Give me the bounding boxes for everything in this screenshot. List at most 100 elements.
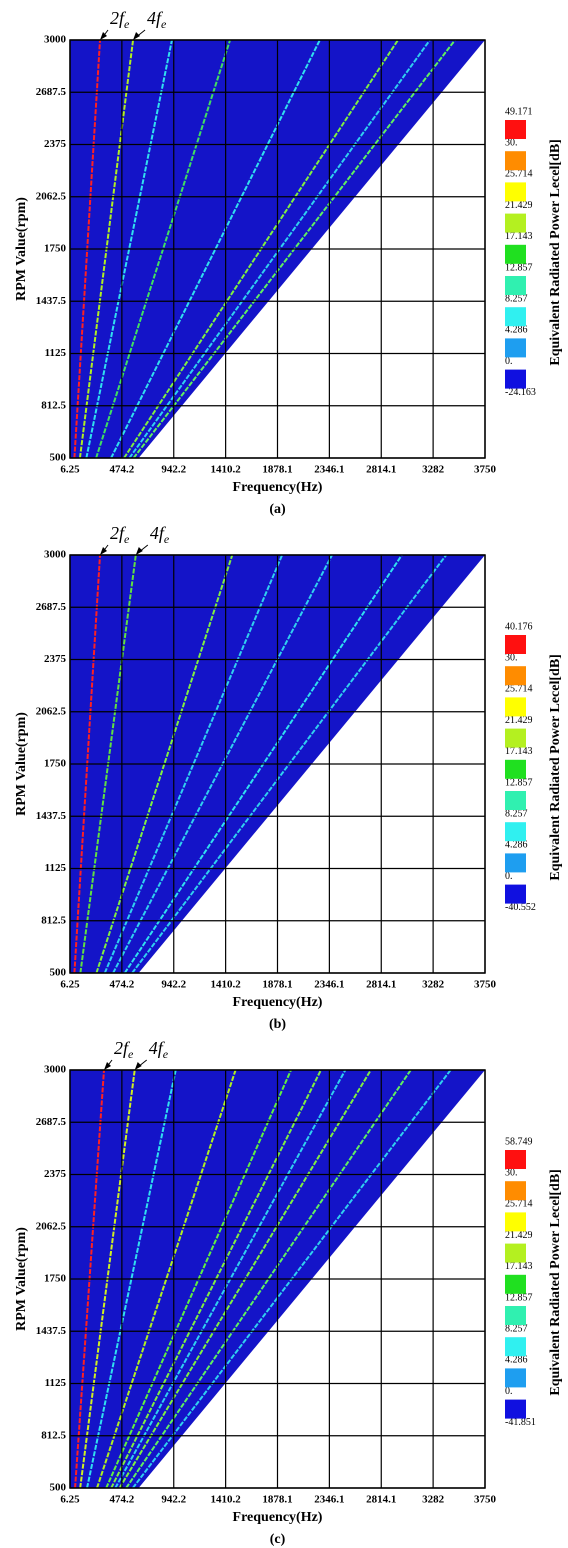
annotation: 2fe xyxy=(110,523,130,546)
y-tick-label: 3000 xyxy=(44,549,67,561)
annotation-text: 4f xyxy=(150,523,167,543)
x-tick-label: 3750 xyxy=(474,464,497,476)
y-tick-label: 2687.5 xyxy=(36,86,67,98)
color-swatch xyxy=(505,884,526,904)
x-tick-label: 3750 xyxy=(474,1494,497,1506)
x-tick-label: 1878.1 xyxy=(262,1494,292,1506)
colorbar-label: 12.857 xyxy=(505,262,533,273)
y-tick-label: 1437.5 xyxy=(36,810,67,822)
annotation-text: 4f xyxy=(147,8,164,28)
x-tick-label: 6.25 xyxy=(60,1494,80,1506)
panel: 6.25 474.2 942.2 1410.2 1878.1 2346.1 2814.1 32… xyxy=(14,8,563,517)
color-swatch xyxy=(505,244,526,264)
color-swatch xyxy=(505,1306,526,1325)
x-tick-label: 942.2 xyxy=(161,979,186,991)
color-swatch xyxy=(505,1274,526,1294)
y-tick-label: 2062.5 xyxy=(36,705,67,717)
colorbar-label: 30. xyxy=(505,1167,518,1178)
colorbar-label: 0. xyxy=(505,871,513,882)
y-tick-label: 3000 xyxy=(44,34,67,46)
y-tick-label: 2062.5 xyxy=(36,190,67,202)
annotation-subscript: e xyxy=(124,532,130,546)
order-line xyxy=(96,1069,237,1489)
y-tick-label: 2375 xyxy=(44,653,67,665)
caption: (a) xyxy=(269,502,286,517)
colorbar-label: -40.552 xyxy=(505,902,536,913)
color-swatch xyxy=(505,822,526,842)
arrow-head xyxy=(133,32,141,40)
y-tick-label: 2062.5 xyxy=(36,1220,67,1232)
annotation-subscript: e xyxy=(161,17,167,31)
colorbar-label: 8.257 xyxy=(505,808,528,819)
colorbar-label: 12.857 xyxy=(505,1292,533,1303)
colorbar-label: 21.429 xyxy=(505,200,533,211)
y-tick-label: 812.5 xyxy=(41,399,66,411)
color-swatch xyxy=(505,338,526,358)
color-swatch xyxy=(505,1243,526,1263)
y-tick-label: 1125 xyxy=(45,347,67,359)
color-swatch xyxy=(505,853,526,873)
plot-frame xyxy=(69,1069,486,1489)
x-tick-label: 942.2 xyxy=(161,1494,186,1506)
color-swatch xyxy=(505,276,526,295)
colorbar-label: 0. xyxy=(505,1386,513,1397)
arrow-head xyxy=(104,1062,112,1070)
x-tick-label: 2814.1 xyxy=(366,979,396,991)
x-tick-label: 2346.1 xyxy=(314,1494,344,1506)
color-swatch xyxy=(505,666,526,686)
colorbar-label: 25.714 xyxy=(505,684,533,695)
y-tick-label: 1750 xyxy=(44,1273,67,1285)
x-tick-label: 3750 xyxy=(474,979,497,991)
y-tick-label: 2375 xyxy=(44,1168,67,1180)
annotation-text: 2f xyxy=(114,1038,131,1058)
y-tick-label: 1750 xyxy=(44,243,67,255)
color-swatch xyxy=(505,1337,526,1357)
arrow-head xyxy=(100,547,108,555)
arrow-head xyxy=(135,547,143,555)
y-tick-label: 812.5 xyxy=(41,1429,66,1441)
y-tick-label: 1437.5 xyxy=(36,1325,67,1337)
panel: 6.25 474.2 942.2 1410.2 1878.1 2346.1 2814.1 32… xyxy=(14,1038,563,1547)
color-swatch xyxy=(505,1399,526,1419)
color-swatch xyxy=(505,1150,526,1169)
y-tick-label: 1125 xyxy=(45,862,67,874)
y-tick-label: 500 xyxy=(50,967,67,979)
y-tick-label: 2375 xyxy=(44,138,67,150)
arrow-head xyxy=(100,32,108,40)
colorbar-label: -24.163 xyxy=(505,387,536,398)
annotation-subscript: e xyxy=(163,1047,169,1061)
colorbar-label: 21.429 xyxy=(505,715,533,726)
colorbar-label: 25.714 xyxy=(505,169,533,180)
x-tick-label: 3282 xyxy=(422,979,445,991)
y-tick-label: 500 xyxy=(50,452,67,464)
colorbar-label: 0. xyxy=(505,356,513,367)
annotation-text: 2f xyxy=(110,523,127,543)
color-swatch xyxy=(505,728,526,748)
color-swatch xyxy=(505,369,526,389)
color-swatch xyxy=(505,182,526,202)
color-swatch xyxy=(505,791,526,810)
x-tick-label: 2346.1 xyxy=(314,464,344,476)
colorbar-label: 58.749 xyxy=(505,1136,533,1147)
colorbar-label: 30. xyxy=(505,137,518,148)
colorbar-label: 17.143 xyxy=(505,231,533,242)
colorbar-label: 4.286 xyxy=(505,325,528,336)
x-tick-label: 6.25 xyxy=(60,464,80,476)
caption: (b) xyxy=(269,1017,286,1032)
x-tick-label: 474.2 xyxy=(109,979,134,991)
colorbar-label: -41.851 xyxy=(505,1417,536,1428)
annotation: 4fe xyxy=(149,1038,169,1061)
x-tick-label: 474.2 xyxy=(109,464,134,476)
order-line xyxy=(85,39,173,459)
annotation: 2fe xyxy=(110,8,130,31)
annotation: 2fe xyxy=(114,1038,134,1061)
color-swatch xyxy=(505,307,526,327)
x-tick-label: 1410.2 xyxy=(211,464,242,476)
annotation-text: 4f xyxy=(149,1038,166,1058)
order-line xyxy=(103,554,284,974)
y-axis-label: RPM Value(rpm) xyxy=(14,712,29,816)
y-tick-label: 1750 xyxy=(44,758,67,770)
annotation-subscript: e xyxy=(128,1047,134,1061)
y-tick-label: 500 xyxy=(50,1482,67,1494)
